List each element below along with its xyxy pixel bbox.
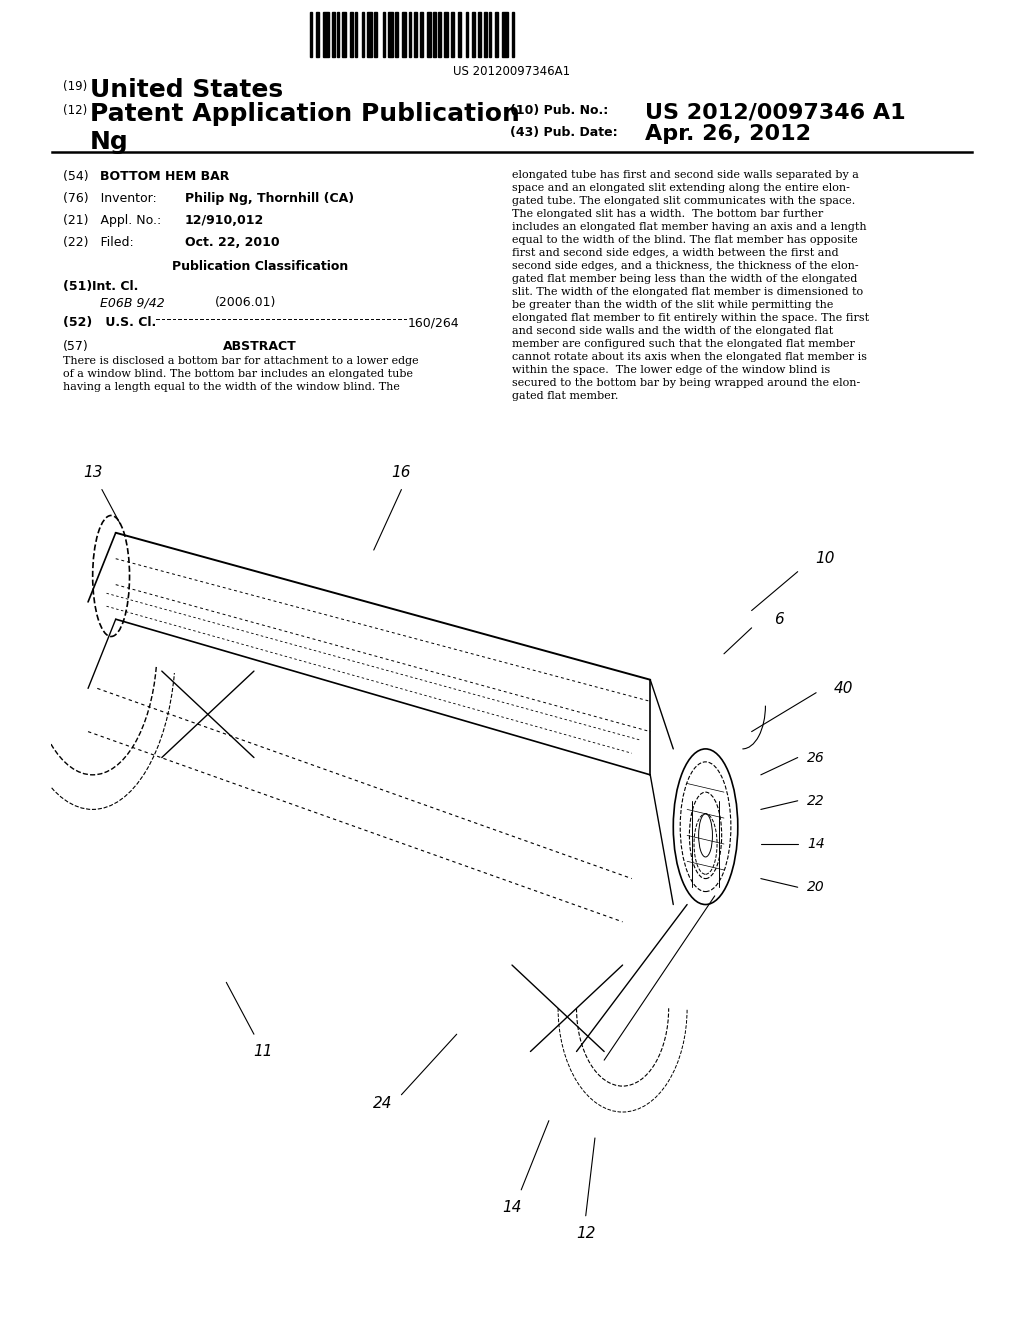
- Bar: [414, 12, 417, 57]
- Text: 24: 24: [373, 1096, 393, 1111]
- Bar: [362, 12, 364, 57]
- Text: 20: 20: [807, 880, 825, 894]
- Text: of a window blind. The bottom bar includes an elongated tube: of a window blind. The bottom bar includ…: [63, 370, 413, 379]
- Text: member are configured such that the elongated flat member: member are configured such that the elon…: [512, 339, 855, 348]
- Text: first and second side edges, a width between the first and: first and second side edges, a width bet…: [512, 248, 839, 257]
- Text: gated flat member.: gated flat member.: [512, 391, 618, 401]
- Bar: [388, 12, 393, 57]
- Text: The elongated slit has a width.  The bottom bar further: The elongated slit has a width. The bott…: [512, 209, 823, 219]
- Bar: [438, 12, 441, 57]
- Text: (57): (57): [63, 341, 89, 352]
- Text: second side edges, and a thickness, the thickness of the elon-: second side edges, and a thickness, the …: [512, 261, 859, 271]
- Text: Int. Cl.: Int. Cl.: [92, 280, 138, 293]
- Text: 40: 40: [834, 681, 854, 696]
- Bar: [337, 12, 339, 57]
- Text: elongated flat member to fit entirely within the space. The first: elongated flat member to fit entirely wi…: [512, 313, 869, 323]
- Text: US 2012/0097346 A1: US 2012/0097346 A1: [645, 102, 905, 121]
- Text: 11: 11: [253, 1044, 273, 1059]
- Bar: [342, 12, 346, 57]
- Text: E06B 9/42: E06B 9/42: [100, 296, 165, 309]
- Bar: [433, 12, 436, 57]
- Text: be greater than the width of the slit while permitting the: be greater than the width of the slit wh…: [512, 300, 834, 310]
- Text: elongated tube has first and second side walls separated by a: elongated tube has first and second side…: [512, 170, 859, 180]
- Text: Apr. 26, 2012: Apr. 26, 2012: [645, 124, 811, 144]
- Text: (22)   Filed:: (22) Filed:: [63, 236, 134, 249]
- Bar: [367, 12, 372, 57]
- Text: secured to the bottom bar by being wrapped around the elon-: secured to the bottom bar by being wrapp…: [512, 378, 860, 388]
- Bar: [310, 12, 312, 57]
- Text: United States: United States: [90, 78, 283, 102]
- Text: (52)   U.S. Cl.: (52) U.S. Cl.: [63, 315, 161, 329]
- Text: Oct. 22, 2010: Oct. 22, 2010: [185, 236, 280, 249]
- Bar: [451, 12, 454, 57]
- Text: 14: 14: [502, 1200, 522, 1214]
- Bar: [420, 12, 423, 57]
- Bar: [458, 12, 461, 57]
- Text: 12: 12: [575, 1225, 596, 1241]
- Bar: [478, 12, 481, 57]
- Text: 14: 14: [807, 837, 825, 851]
- Text: (76)   Inventor:: (76) Inventor:: [63, 191, 157, 205]
- Bar: [402, 12, 406, 57]
- Text: Philip Ng, Thornhill (CA): Philip Ng, Thornhill (CA): [185, 191, 354, 205]
- Bar: [472, 12, 475, 57]
- Bar: [444, 12, 449, 57]
- Bar: [395, 12, 398, 57]
- Text: equal to the width of the blind. The flat member has opposite: equal to the width of the blind. The fla…: [512, 235, 858, 246]
- Bar: [332, 12, 335, 57]
- Text: 160/264: 160/264: [408, 315, 460, 329]
- Text: and second side walls and the width of the elongated flat: and second side walls and the width of t…: [512, 326, 834, 337]
- Text: (12): (12): [63, 104, 87, 117]
- Text: (54): (54): [63, 170, 100, 183]
- Text: Ng: Ng: [90, 129, 129, 154]
- Text: 10: 10: [815, 552, 836, 566]
- Bar: [466, 12, 468, 57]
- Text: Patent Application Publication: Patent Application Publication: [90, 102, 520, 125]
- Bar: [512, 12, 514, 57]
- Bar: [427, 12, 431, 57]
- Bar: [316, 12, 319, 57]
- Text: slit. The width of the elongated flat member is dimensioned to: slit. The width of the elongated flat me…: [512, 286, 863, 297]
- Text: Publication Classification: Publication Classification: [172, 260, 348, 273]
- Text: 16: 16: [391, 465, 412, 479]
- Bar: [484, 12, 487, 57]
- Bar: [383, 12, 385, 57]
- Text: 12/910,012: 12/910,012: [185, 214, 264, 227]
- Text: There is disclosed a bottom bar for attachment to a lower edge: There is disclosed a bottom bar for atta…: [63, 356, 419, 366]
- Bar: [409, 12, 411, 57]
- Text: (51): (51): [63, 280, 105, 293]
- Bar: [350, 12, 353, 57]
- Bar: [495, 12, 498, 57]
- Text: (19): (19): [63, 81, 87, 92]
- Text: (10) Pub. No.:: (10) Pub. No.:: [510, 104, 608, 117]
- Text: (43) Pub. Date:: (43) Pub. Date:: [510, 125, 617, 139]
- Text: having a length equal to the width of the window blind. The: having a length equal to the width of th…: [63, 381, 400, 392]
- Text: space and an elongated slit extending along the entire elon-: space and an elongated slit extending al…: [512, 183, 850, 193]
- Bar: [374, 12, 377, 57]
- Bar: [323, 12, 329, 57]
- Text: cannot rotate about its axis when the elongated flat member is: cannot rotate about its axis when the el…: [512, 352, 867, 362]
- Text: BOTTOM HEM BAR: BOTTOM HEM BAR: [100, 170, 229, 183]
- Text: 26: 26: [807, 751, 825, 764]
- Text: includes an elongated flat member having an axis and a length: includes an elongated flat member having…: [512, 222, 866, 232]
- Text: within the space.  The lower edge of the window blind is: within the space. The lower edge of the …: [512, 366, 830, 375]
- Text: gated tube. The elongated slit communicates with the space.: gated tube. The elongated slit communica…: [512, 195, 855, 206]
- Text: 13: 13: [83, 465, 102, 479]
- Bar: [355, 12, 357, 57]
- Bar: [489, 12, 490, 57]
- Text: 6: 6: [774, 611, 784, 627]
- Text: gated flat member being less than the width of the elongated: gated flat member being less than the wi…: [512, 275, 857, 284]
- Text: US 20120097346A1: US 20120097346A1: [454, 65, 570, 78]
- Text: 22: 22: [807, 793, 825, 808]
- Text: ABSTRACT: ABSTRACT: [223, 341, 297, 352]
- Text: (2006.01): (2006.01): [215, 296, 276, 309]
- Text: (21)   Appl. No.:: (21) Appl. No.:: [63, 214, 161, 227]
- Bar: [502, 12, 508, 57]
